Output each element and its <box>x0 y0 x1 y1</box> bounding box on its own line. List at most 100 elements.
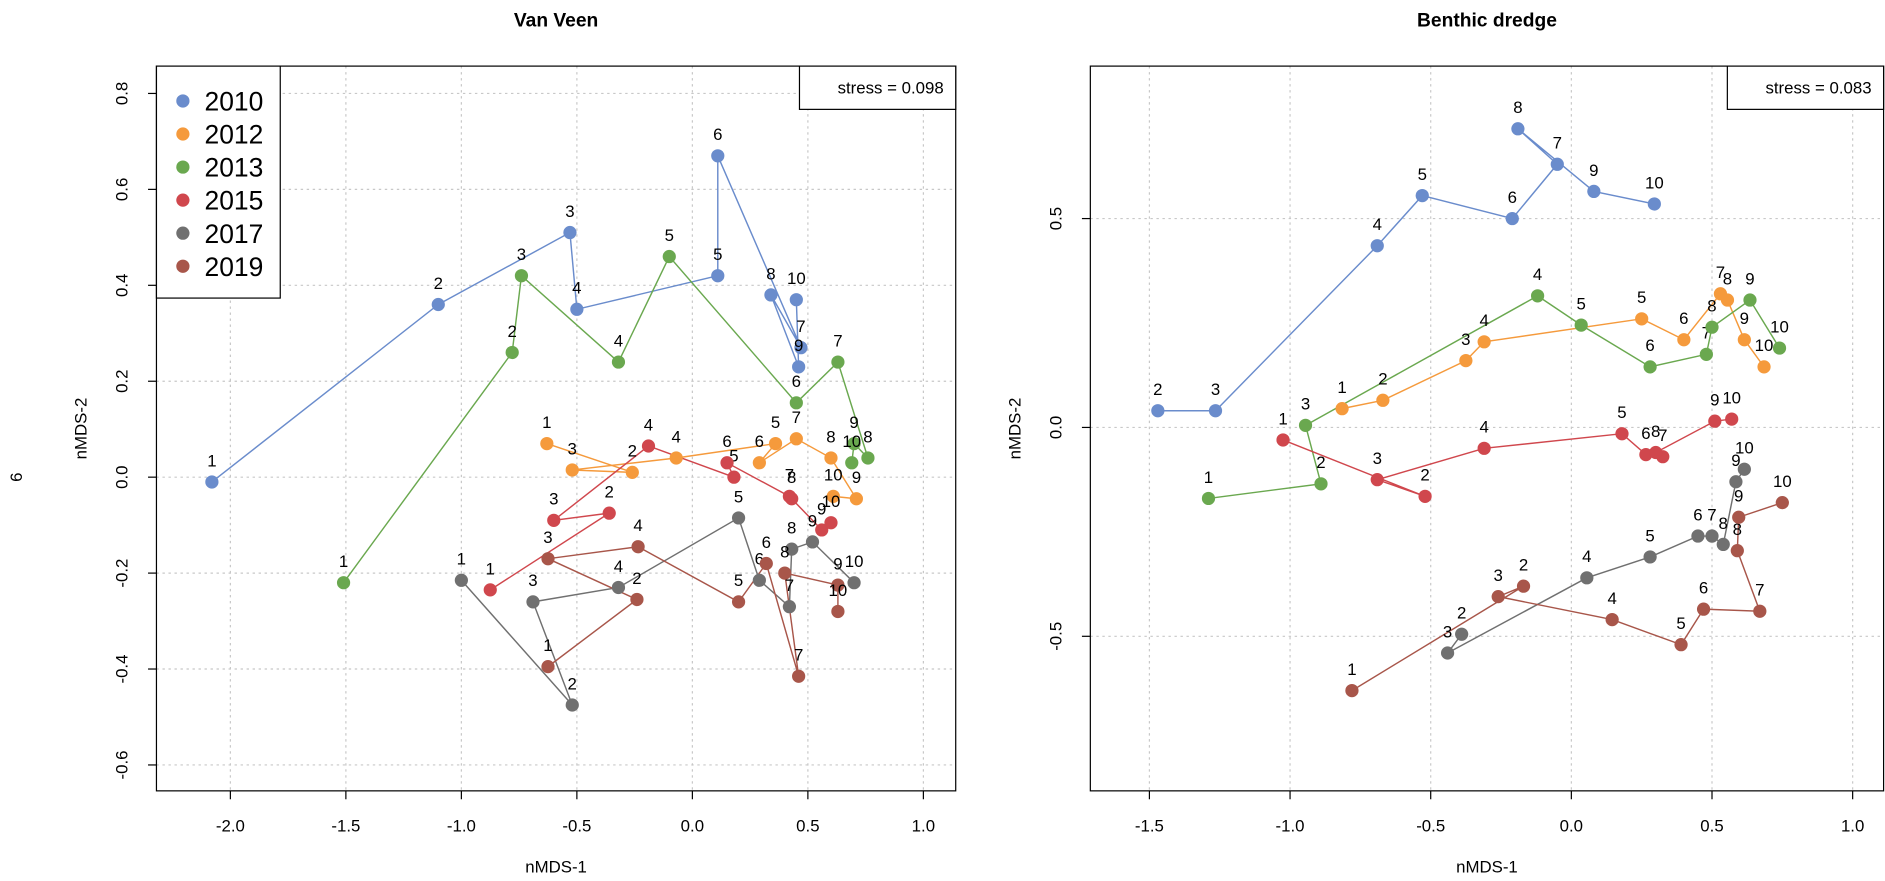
point-label: 5 <box>1676 614 1685 633</box>
point <box>570 302 584 316</box>
point <box>1677 333 1691 347</box>
annotation-box <box>1726 65 1885 110</box>
point-label: 4 <box>633 516 642 535</box>
point <box>824 516 838 530</box>
point-label: 8 <box>1733 520 1742 539</box>
point <box>1729 475 1743 489</box>
point-label: 8 <box>1723 269 1732 288</box>
point <box>847 436 861 451</box>
point-label: 3 <box>1301 395 1310 414</box>
point-label: 8 <box>1651 422 1660 441</box>
point <box>1775 496 1789 510</box>
point-label: 1 <box>486 559 495 578</box>
point-label: 4 <box>1479 311 1488 330</box>
point <box>565 698 579 712</box>
point-label: 2 <box>508 322 517 341</box>
point <box>752 456 766 470</box>
x-tick-label: 0.5 <box>796 817 819 836</box>
legend-marker <box>176 193 190 207</box>
y-tick-label: -0.5 <box>1046 622 1065 651</box>
plot-frame <box>1089 65 1885 792</box>
point-label: 2 <box>1316 453 1325 472</box>
point-label: 10 <box>1722 388 1741 407</box>
point-label: 6 <box>755 432 764 451</box>
point-label: 9 <box>1745 269 1754 288</box>
point-label: 7 <box>785 466 794 485</box>
point <box>1699 347 1713 361</box>
legend-marker <box>176 127 190 141</box>
margin-text: 6 <box>7 472 26 481</box>
x-tick-label: 1.0 <box>1841 817 1864 836</box>
point-label: 3 <box>517 245 526 264</box>
point <box>611 355 626 369</box>
x-axis-label: nMDS-1 <box>525 858 587 877</box>
point <box>764 288 778 302</box>
point <box>1705 320 1719 334</box>
point-label: 9 <box>794 336 803 355</box>
point <box>1753 604 1767 618</box>
chart-title: Van Veen <box>514 10 598 31</box>
point <box>1615 427 1629 441</box>
point-label: 1 <box>543 636 552 655</box>
point <box>541 660 555 674</box>
point <box>1345 683 1359 698</box>
point-label: 9 <box>1734 487 1743 506</box>
x-tick-label: -0.5 <box>562 817 591 836</box>
point <box>565 463 579 477</box>
legend-label: 2012 <box>205 120 264 150</box>
legend-marker <box>176 226 190 240</box>
y-tick-label: -0.2 <box>113 559 132 588</box>
point <box>662 249 676 264</box>
point-label: 7 <box>1702 324 1711 343</box>
point-label: 10 <box>845 552 864 571</box>
point-label: 2 <box>434 274 443 293</box>
point-label: 5 <box>1617 403 1626 422</box>
point <box>805 535 820 549</box>
point-label: 4 <box>614 331 623 350</box>
point <box>630 592 644 607</box>
y-tick-label: 0.2 <box>113 370 132 393</box>
point <box>1696 602 1711 616</box>
series-line <box>1282 418 1732 498</box>
point-label: 3 <box>1211 380 1220 399</box>
point <box>1587 184 1601 199</box>
point-label: 5 <box>713 245 722 264</box>
point-label: 2 <box>1378 370 1387 389</box>
point <box>1335 402 1349 416</box>
point-label: 5 <box>1418 165 1427 184</box>
point <box>1491 590 1505 604</box>
point <box>1708 414 1722 428</box>
annotation-box <box>798 65 957 110</box>
point <box>1298 418 1313 432</box>
point-label: 8 <box>826 427 835 446</box>
annotation: stress = 0.098 <box>838 79 944 98</box>
point <box>731 511 746 525</box>
point-label: 8 <box>787 468 796 487</box>
point-label: 5 <box>734 571 743 590</box>
x-tick-label: 0.0 <box>681 817 704 836</box>
point <box>1730 544 1744 558</box>
point-label: 5 <box>1637 288 1646 307</box>
point-label: 10 <box>1773 472 1792 491</box>
point <box>1208 404 1223 418</box>
point-label: 2 <box>1519 556 1528 575</box>
point <box>1605 612 1619 627</box>
point <box>1737 333 1751 347</box>
point-label: 5 <box>734 487 743 506</box>
point-label: 2 <box>632 569 641 588</box>
point <box>845 456 859 470</box>
point-label: 6 <box>713 125 722 144</box>
legend-marker <box>176 94 190 108</box>
point-label: 4 <box>572 279 581 298</box>
point-label: 3 <box>1443 622 1452 641</box>
point <box>831 578 845 592</box>
point <box>752 573 766 587</box>
legend-marker <box>176 160 190 174</box>
point-label: 8 <box>766 264 775 283</box>
y-tick-label: 0.4 <box>113 274 132 297</box>
legend-label: 2010 <box>205 87 264 117</box>
point-label: 7 <box>785 576 794 595</box>
chart-title: Benthic dredge <box>1417 10 1557 31</box>
point-label: 1 <box>1204 468 1213 487</box>
plot-frame <box>155 65 957 792</box>
